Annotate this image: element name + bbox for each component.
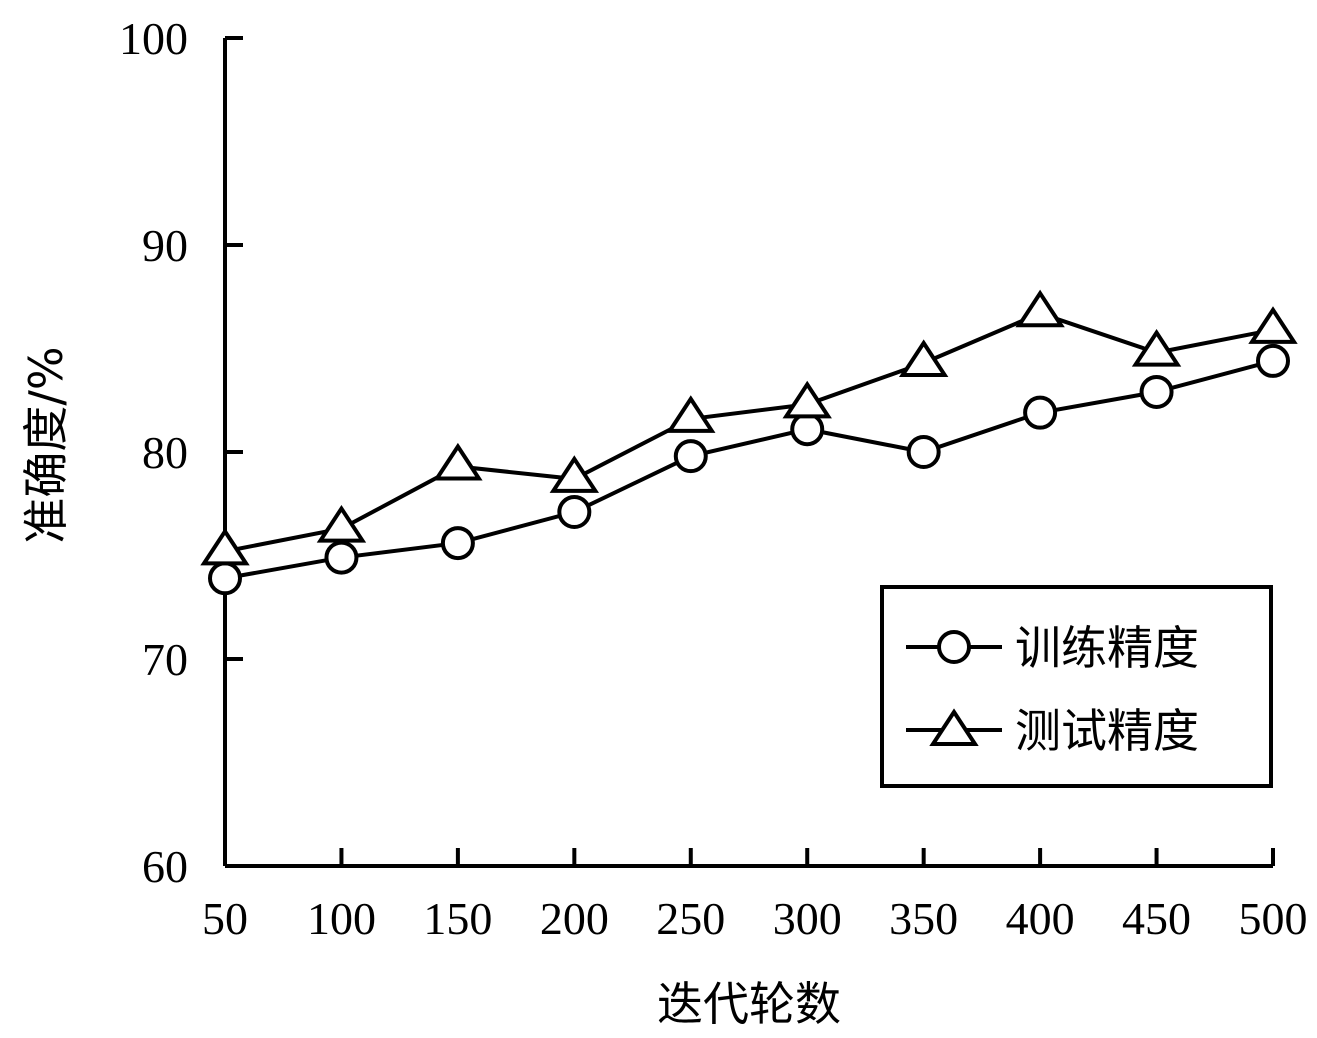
y-tick-label: 70 xyxy=(142,634,188,685)
data-point-triangle xyxy=(782,380,832,419)
x-tick-label: 200 xyxy=(540,893,609,944)
y-tick-label: 90 xyxy=(142,220,188,271)
data-point-circle xyxy=(906,435,941,469)
data-point-circle xyxy=(324,540,359,575)
x-tick-label: 350 xyxy=(889,893,958,944)
series-triangle xyxy=(200,289,1298,566)
data-point-circle xyxy=(208,561,242,596)
series-line-triangle xyxy=(224,311,1274,554)
series-circle xyxy=(208,343,1290,596)
y-axis-title: 准确度/% xyxy=(19,346,73,543)
data-point-triangle xyxy=(666,395,716,433)
data-point-circle xyxy=(1023,395,1058,430)
data-point-triangle xyxy=(200,527,250,566)
legend-box xyxy=(880,585,1273,788)
legend-marker-circle xyxy=(937,630,971,664)
data-point-triangle xyxy=(1015,289,1065,328)
data-point-circle xyxy=(440,526,475,561)
data-point-circle xyxy=(790,412,825,447)
series-layer xyxy=(200,289,1298,596)
x-tick-label: 450 xyxy=(1122,893,1191,944)
y-tick-label: 100 xyxy=(119,13,188,64)
legend: 训练精度 测试精度 xyxy=(880,585,1273,788)
data-point-triangle xyxy=(1248,306,1298,344)
x-tick-label: 400 xyxy=(1006,893,1075,944)
x-tick-label: 250 xyxy=(656,893,725,944)
data-point-triangle xyxy=(433,442,483,481)
data-point-circle xyxy=(1256,343,1290,378)
legend-marker-triangle xyxy=(929,708,979,746)
x-tick-label: 100 xyxy=(307,893,376,944)
x-axis-title: 迭代轮数 xyxy=(657,977,841,1031)
data-point-triangle xyxy=(898,339,949,377)
legend-label-train: 训练精度 xyxy=(1015,621,1199,675)
data-point-circle xyxy=(1139,374,1174,409)
data-point-triangle xyxy=(1131,328,1182,367)
data-point-triangle xyxy=(549,455,600,493)
data-point-triangle xyxy=(316,504,367,543)
legend-label-test: 测试精度 xyxy=(1015,704,1199,758)
y-tick-label: 60 xyxy=(142,841,188,892)
x-tick-label: 300 xyxy=(773,893,842,944)
data-point-circle xyxy=(673,439,708,474)
y-tick-label: 80 xyxy=(142,427,188,478)
data-point-circle xyxy=(557,495,592,530)
series-line-circle xyxy=(224,358,1274,581)
x-tick-label: 500 xyxy=(1239,893,1308,944)
x-tick-label: 50 xyxy=(202,893,248,944)
x-tick-label: 150 xyxy=(423,893,492,944)
ticks: 60 70 80 90 100 50 100 150 200 250 300 350 400 450 500 xyxy=(119,13,1308,944)
